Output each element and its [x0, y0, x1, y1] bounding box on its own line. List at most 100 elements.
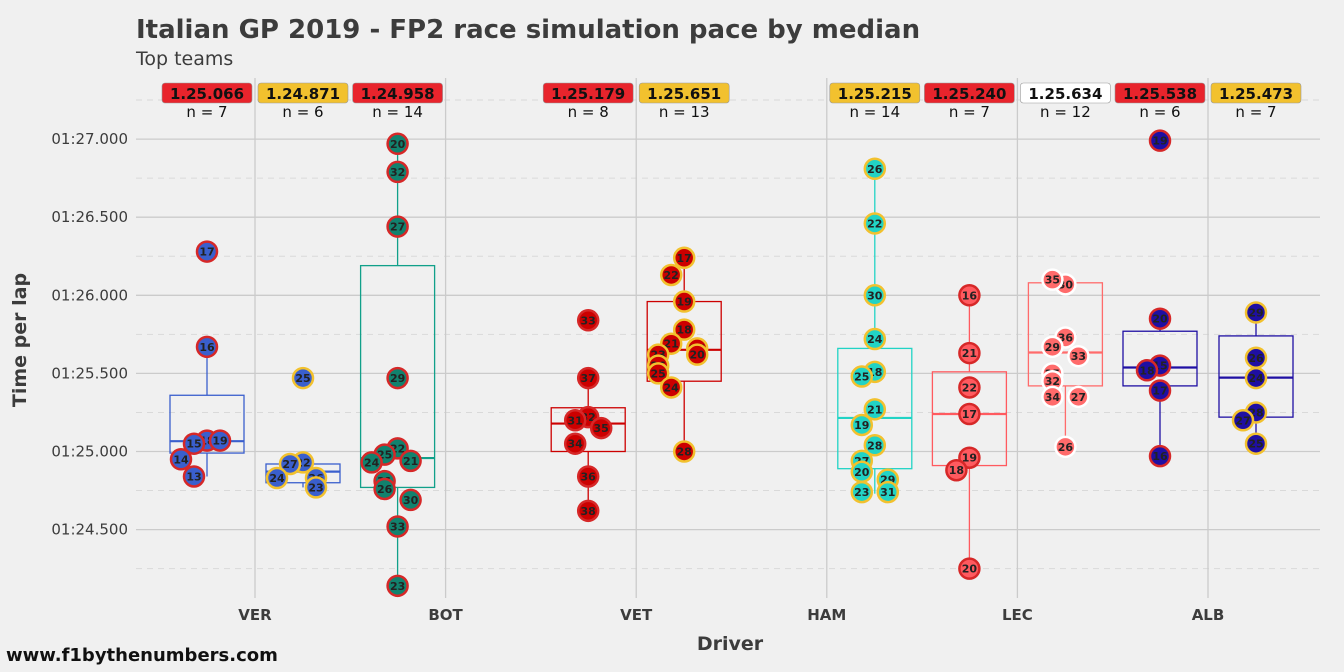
median-label-bg [542, 82, 634, 104]
lap-point [399, 488, 422, 512]
lap-point [386, 132, 409, 156]
y-tick-label: 01:27.000 [51, 130, 128, 148]
lap-point [1148, 444, 1172, 468]
lap-point [850, 480, 874, 504]
lap-point [386, 215, 409, 238]
lap-point [195, 335, 219, 359]
median-label: 1.25.179 [551, 85, 625, 103]
chart-subtitle: Top teams [135, 48, 233, 70]
lap-point [1135, 359, 1159, 382]
lap-number-label: 35 [594, 422, 609, 435]
lap-number-label: 18 [677, 324, 692, 337]
lap-point [576, 499, 600, 523]
y-axis-title: Time per lap [9, 273, 31, 407]
y-axis-ticks: 01:24.500 01:25.000 01:25.500 01:26.000 01:2… [51, 130, 128, 538]
lap-number-label: 27 [1071, 391, 1086, 404]
n-count-label: n = 7 [1235, 103, 1276, 121]
lap-number-label: 22 [664, 269, 679, 282]
lap-point [850, 365, 874, 388]
lap-number-label: 26 [1058, 441, 1074, 454]
lap-point [672, 440, 696, 463]
lap-number-label: 31 [880, 486, 895, 499]
n-count-label: n = 7 [186, 103, 227, 121]
lap-point [659, 376, 683, 399]
lap-number-label: 23 [308, 481, 323, 494]
lap-number-label: 25 [854, 371, 869, 384]
lap-point [563, 432, 587, 455]
y-tick-label: 01:25.000 [51, 443, 128, 461]
lap-point [863, 284, 887, 307]
lap-point [876, 480, 900, 504]
lap-point [1067, 385, 1090, 409]
median-label-bg [257, 82, 349, 104]
lap-number-label: 21 [664, 338, 679, 351]
median-label: 1.24.871 [266, 85, 340, 103]
lap-point [1054, 435, 1077, 459]
lap-number-label: 32 [390, 166, 405, 179]
lap-point [1244, 301, 1268, 324]
lap-point [576, 366, 600, 390]
lap-point [386, 515, 409, 538]
lap-number-label: 17 [1152, 385, 1167, 398]
chart-title: Italian GP 2019 - FP2 race simulation pa… [136, 15, 920, 45]
lap-point [850, 413, 874, 437]
lap-number-label: 18 [1139, 364, 1154, 377]
lap-number-label: 31 [568, 414, 583, 427]
lap-point [646, 362, 670, 385]
lap-number-label: 27 [1235, 414, 1250, 427]
lap-number-label: 19 [1152, 135, 1167, 148]
n-count-label: n = 14 [372, 103, 423, 121]
lap-number-label: 13 [186, 470, 201, 483]
lap-number-label: 34 [568, 438, 584, 451]
lap-number-label: 26 [377, 483, 393, 496]
lap-number-label: 16 [199, 341, 215, 354]
lap-number-label: 29 [1248, 306, 1263, 319]
lap-point [1148, 379, 1172, 402]
lap-number-label: 19 [212, 435, 227, 448]
lap-point [304, 476, 328, 499]
lap-number-label: 36 [581, 470, 597, 483]
median-label: 1.25.215 [838, 85, 912, 103]
lap-point [373, 477, 396, 501]
lap-number-label: 26 [1248, 352, 1264, 365]
n-count-label: n = 8 [568, 103, 609, 121]
lap-point [265, 466, 289, 490]
n-count-label: n = 13 [659, 103, 710, 121]
lap-number-label: 24 [364, 456, 380, 469]
lap-number-label: 16 [962, 289, 978, 302]
x-tick-label: HAM [807, 606, 846, 624]
x-axis-ticks: VER BOT VET HAM LEC ALB [238, 606, 1224, 624]
lap-point [291, 366, 315, 390]
x-tick-label: LEC [1002, 606, 1033, 624]
n-count-label: n = 14 [849, 103, 900, 121]
lap-number-label: 34 [1045, 391, 1061, 404]
lap-point [195, 240, 219, 263]
lap-number-label: 20 [854, 466, 870, 479]
grid-lines [136, 78, 1320, 598]
lap-number-label: 20 [690, 349, 706, 362]
x-tick-label: BOT [428, 606, 463, 624]
median-label: 1.25.538 [1123, 85, 1197, 103]
lap-point [958, 284, 981, 307]
lap-point [863, 157, 887, 181]
median-label: 1.25.240 [932, 85, 1006, 103]
lap-point [863, 434, 887, 457]
lap-number-label: 25 [295, 372, 310, 385]
lap-point [386, 366, 409, 390]
lap-number-label: 28 [677, 446, 692, 459]
lap-number-label: 14 [173, 453, 189, 466]
lap-number-label: 25 [1248, 438, 1263, 451]
box-iqr [359, 264, 436, 489]
lap-number-label: 15 [186, 438, 201, 451]
median-label: 1.25.066 [170, 85, 244, 103]
n-count-label: n = 12 [1040, 103, 1091, 121]
lap-number-label: 27 [390, 221, 405, 234]
lap-point [1244, 366, 1268, 390]
lap-number-label: 27 [282, 458, 297, 471]
median-label-bg [1114, 82, 1206, 104]
lap-point [386, 160, 409, 184]
y-tick-label: 01:25.500 [51, 364, 128, 382]
n-count-label: n = 6 [282, 103, 323, 121]
